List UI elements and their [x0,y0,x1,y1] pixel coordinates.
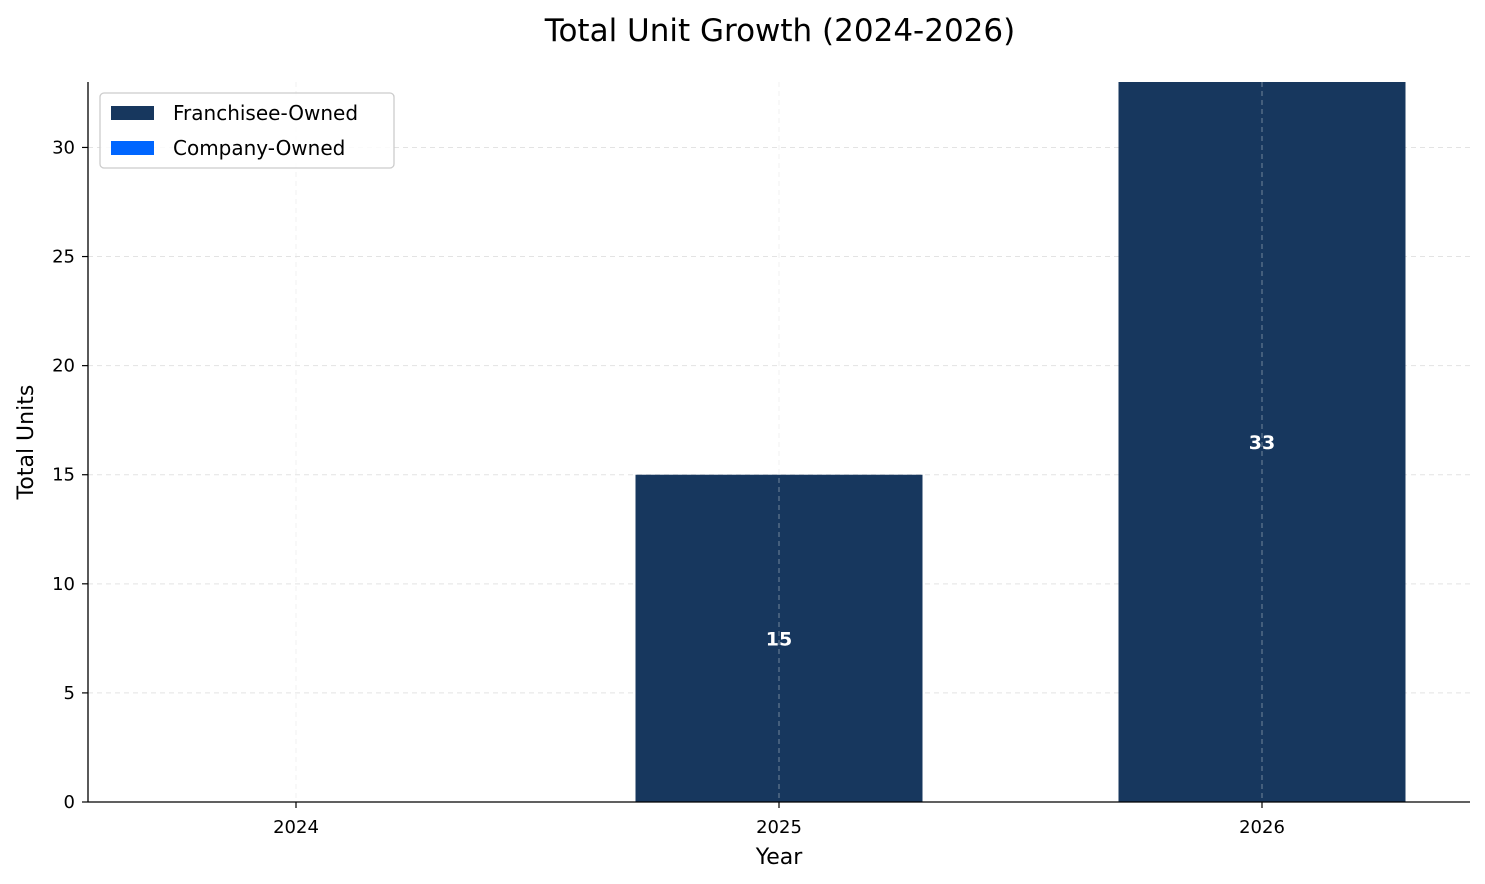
legend-box [99,92,395,169]
bars [635,82,1406,802]
x-tick-label: 2025 [756,817,802,838]
y-axis-label: Total Units [14,385,39,501]
bar-franchisee-owned-2025 [635,474,923,802]
legend-label: Company-Owned [173,136,345,160]
y-tick-label: 20 [52,356,75,377]
x-tick-label: 2024 [273,817,319,838]
y-tick-label: 30 [52,137,75,158]
y-tick-label: 5 [64,683,75,704]
x-axis-label: Year [755,845,804,870]
y-axis-ticks: 0 5 10 15 20 25 30 [52,137,88,813]
chart-title: Total Unit Growth (2024-2026) [544,13,1015,49]
y-tick-label: 10 [52,574,75,595]
data-label-2025: 15 [766,628,792,650]
vertical-grid-lines [295,82,1263,802]
legend: Franchisee-Owned Company-Owned [99,92,395,169]
y-tick-label: 0 [64,792,75,813]
legend-label: Franchisee-Owned [173,101,358,125]
bar-franchisee-owned-2026 [1118,82,1406,802]
y-tick-label: 25 [52,247,75,268]
data-label-2026: 33 [1249,432,1275,454]
legend-swatch [111,141,154,155]
x-tick-label: 2026 [1239,817,1285,838]
x-axis-ticks: 2024 2025 2026 [273,802,1285,838]
y-tick-label: 15 [52,465,75,486]
legend-swatch [111,106,154,120]
